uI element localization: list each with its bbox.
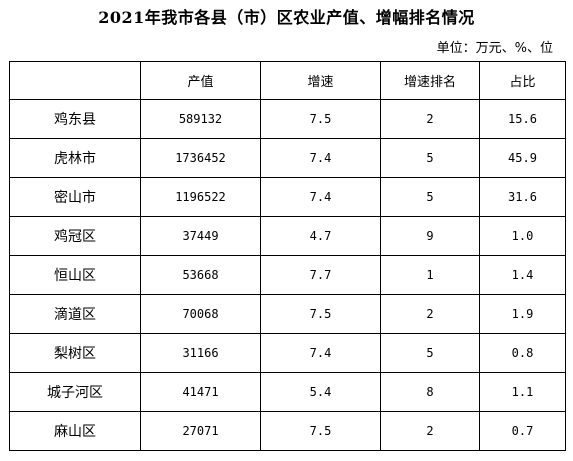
growth-cell: 7.7	[260, 255, 381, 295]
output-cell: 1736452	[140, 138, 261, 178]
share-cell: 1.4	[479, 255, 566, 295]
region-cell: 梨树区	[9, 333, 141, 373]
header-corner	[9, 61, 141, 100]
unit-note: 单位：万元、%、位	[436, 41, 553, 56]
share-cell: 45.9	[479, 138, 566, 178]
rank-cell: 5	[380, 333, 480, 373]
header-share: 占比	[479, 61, 566, 100]
output-cell: 31166	[140, 333, 261, 373]
share-cell: 1.1	[479, 372, 566, 412]
header-output: 产值	[140, 61, 261, 100]
growth-cell: 7.4	[260, 138, 381, 178]
growth-cell: 7.4	[260, 333, 381, 373]
region-cell: 鸡东县	[9, 99, 141, 139]
region-cell: 密山市	[9, 177, 141, 217]
table-row: 麻山区 27071 7.5 2 0.7	[9, 411, 566, 451]
share-cell: 0.8	[479, 333, 566, 373]
header-row: 产值 增速 增速排名 占比	[9, 61, 566, 100]
region-cell: 恒山区	[9, 255, 141, 295]
growth-cell: 7.4	[260, 177, 381, 217]
table-row: 梨树区 31166 7.4 5 0.8	[9, 333, 566, 373]
growth-cell: 7.5	[260, 411, 381, 451]
region-cell: 鸡冠区	[9, 216, 141, 256]
share-cell: 0.7	[479, 411, 566, 451]
table-row: 虎林市 1736452 7.4 5 45.9	[9, 138, 566, 178]
growth-cell: 5.4	[260, 372, 381, 412]
region-cell: 滴道区	[9, 294, 141, 334]
region-cell: 麻山区	[9, 411, 141, 451]
table-row: 城子河区 41471 5.4 8 1.1	[9, 372, 566, 412]
rank-cell: 8	[380, 372, 480, 412]
table-row: 鸡东县 589132 7.5 2 15.6	[9, 99, 566, 139]
output-cell: 589132	[140, 99, 261, 139]
region-cell: 虎林市	[9, 138, 141, 178]
rank-cell: 9	[380, 216, 480, 256]
table-row: 密山市 1196522 7.4 5 31.6	[9, 177, 566, 217]
table-row: 恒山区 53668 7.7 1 1.4	[9, 255, 566, 295]
growth-cell: 7.5	[260, 99, 381, 139]
rank-cell: 2	[380, 411, 480, 451]
share-cell: 1.9	[479, 294, 566, 334]
header-growth: 增速	[260, 61, 381, 100]
rank-cell: 5	[380, 138, 480, 178]
rank-cell: 2	[380, 99, 480, 139]
agriculture-output-table: 产值 增速 增速排名 占比 鸡东县 589132 7.5 2 15.6 虎林市 …	[9, 61, 566, 451]
share-cell: 31.6	[479, 177, 566, 217]
output-cell: 53668	[140, 255, 261, 295]
table-title: 2021年我市各县（市）区农业产值、增幅排名情况	[98, 8, 475, 27]
output-cell: 27071	[140, 411, 261, 451]
growth-cell: 7.5	[260, 294, 381, 334]
rank-cell: 2	[380, 294, 480, 334]
header-growth-rank: 增速排名	[380, 61, 480, 100]
output-cell: 70068	[140, 294, 261, 334]
rank-cell: 5	[380, 177, 480, 217]
region-cell: 城子河区	[9, 372, 141, 412]
output-cell: 37449	[140, 216, 261, 256]
growth-cell: 4.7	[260, 216, 381, 256]
table-row: 滴道区 70068 7.5 2 1.9	[9, 294, 566, 334]
share-cell: 15.6	[479, 99, 566, 139]
table-row: 鸡冠区 37449 4.7 9 1.0	[9, 216, 566, 256]
rank-cell: 1	[380, 255, 480, 295]
output-cell: 41471	[140, 372, 261, 412]
share-cell: 1.0	[479, 216, 566, 256]
output-cell: 1196522	[140, 177, 261, 217]
